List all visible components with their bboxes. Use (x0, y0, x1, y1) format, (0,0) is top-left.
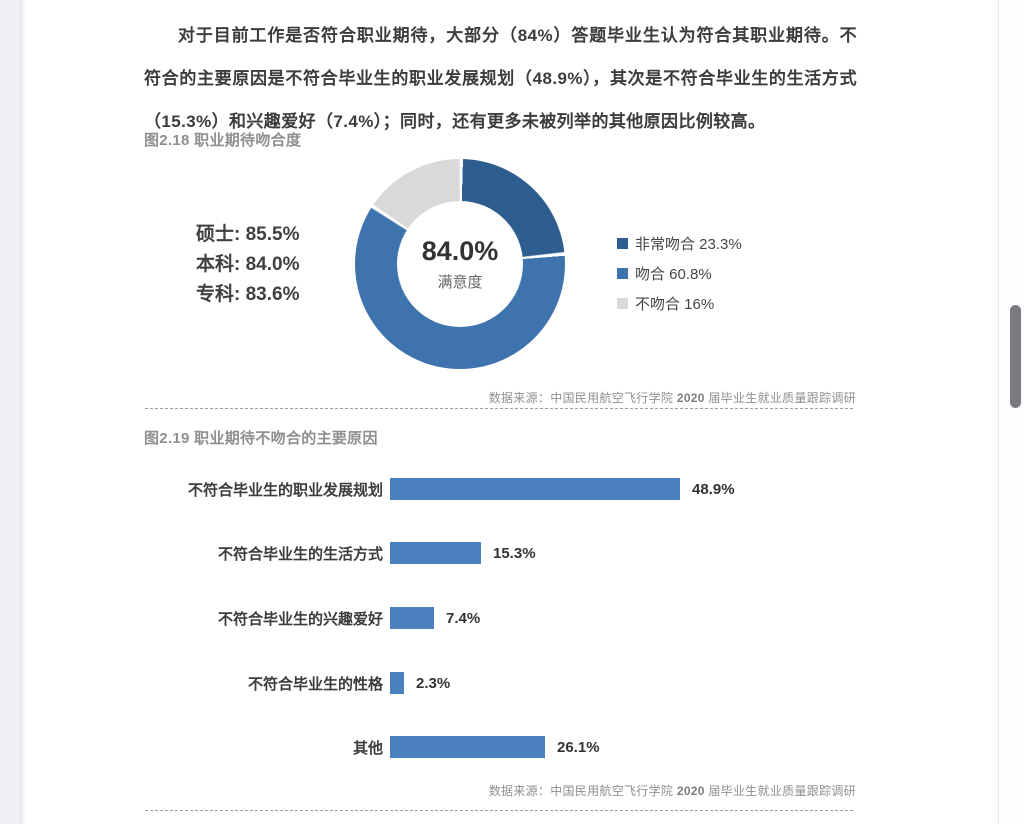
legend-label: 吻合 60.8% (635, 265, 712, 283)
section-divider-bottom (145, 810, 853, 811)
page-right-edge (998, 0, 999, 824)
bar-value-label: 7.4% (446, 609, 481, 627)
bar-row: 不符合毕业生的职业发展规划 48.9% (145, 478, 885, 500)
legend-item: 吻合 60.8% (617, 258, 742, 288)
scrollbar-track[interactable] (1006, 0, 1024, 824)
bar-category-label: 不符合毕业生的性格 (247, 675, 383, 693)
donut-side-stats: 硕士: 85.5% 本科: 84.0% 专科: 83.6% (196, 220, 299, 310)
donut-stat-line: 本科: 84.0% (196, 254, 300, 275)
donut-stat-line: 硕士: 85.5% (196, 224, 300, 245)
bar-row: 其他 26.1% (145, 736, 885, 758)
figure-2-19-title: 图2.19 职业期待不吻合的主要原因 (144, 430, 378, 447)
bar-category-label: 不符合毕业生的兴趣爱好 (217, 610, 383, 628)
legend-item: 不吻合 16% (617, 288, 742, 318)
bar-value-label: 48.9% (692, 480, 735, 498)
bar-row: 不符合毕业生的兴趣爱好 7.4% (145, 607, 885, 629)
bar-category-label: 其他 (352, 739, 383, 757)
figure-2-18-source: 数据来源：中国民用航空飞行学院 2020 届毕业生就业质量跟踪调研 (488, 391, 856, 405)
bar-fill (390, 478, 680, 500)
section-divider (145, 408, 853, 409)
page-shadow (20, 0, 26, 824)
figure-2-19-source: 数据来源：中国民用航空飞行学院 2020 届毕业生就业质量跟踪调研 (488, 784, 856, 798)
bar-row: 不符合毕业生的生活方式 15.3% (145, 542, 885, 564)
legend-item: 非常吻合 23.3% (617, 228, 742, 258)
bar-fill (390, 736, 545, 758)
bar-value-label: 26.1% (557, 738, 600, 756)
bar-category-label: 不符合毕业生的生活方式 (217, 545, 383, 563)
scrollbar-thumb[interactable] (1010, 305, 1021, 408)
donut-center-label: 满意度 (437, 274, 483, 291)
bar-fill (390, 542, 481, 564)
page-left-gutter (0, 0, 20, 824)
legend-swatch-icon (617, 237, 628, 249)
body-paragraph: 对于目前工作是否符合职业期待，大部分（84%）答题毕业生认为符合其职业期待。不符… (144, 26, 857, 131)
bar-fill (390, 672, 404, 694)
bar-fill (390, 607, 434, 629)
bar-value-label: 15.3% (493, 544, 536, 562)
donut-stat-line: 专科: 83.6% (196, 284, 300, 305)
legend-label: 不吻合 16% (635, 295, 715, 313)
donut-center: 84.0% 满意度 (397, 201, 523, 327)
donut-legend: 非常吻合 23.3% 吻合 60.8% 不吻合 16% (617, 228, 742, 318)
bar-row: 不符合毕业生的性格 2.3% (145, 672, 885, 694)
donut-center-value: 84.0% (421, 236, 499, 266)
legend-label: 非常吻合 23.3% (635, 235, 742, 253)
bar-category-label: 不符合毕业生的职业发展规划 (187, 481, 383, 499)
figure-2-18-title: 图2.18 职业期待吻合度 (144, 132, 302, 149)
legend-swatch-icon (617, 297, 628, 309)
bar-value-label: 2.3% (416, 674, 451, 692)
legend-swatch-icon (617, 267, 628, 279)
